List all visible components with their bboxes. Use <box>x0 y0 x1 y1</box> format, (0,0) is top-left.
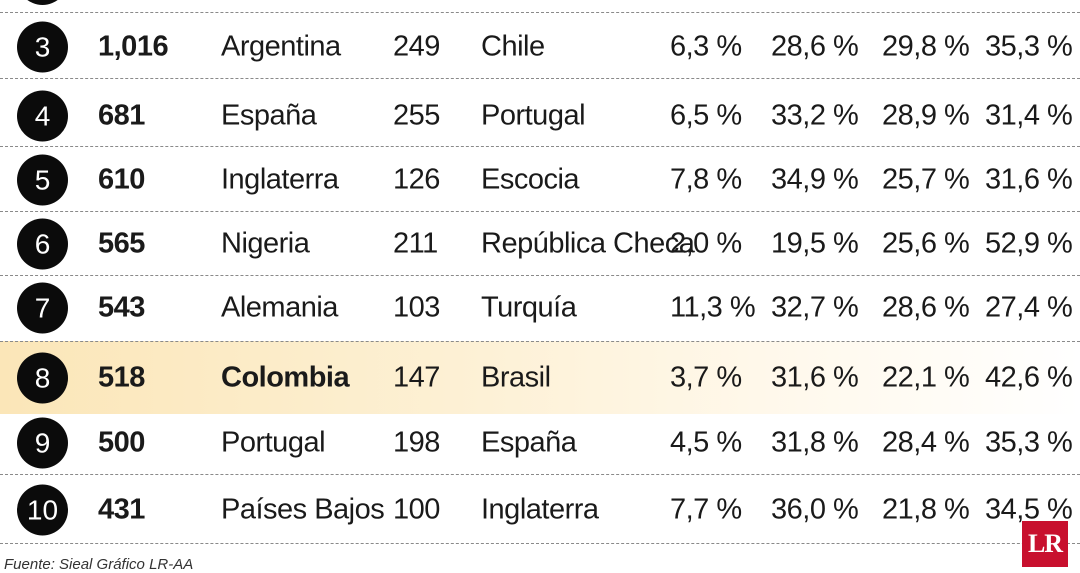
rank-badge: 4 <box>17 90 68 142</box>
percent-cell-1: 2,0 % <box>670 227 742 260</box>
opponent-cell: Turquía <box>481 291 577 324</box>
rank-badge: 9 <box>17 417 68 469</box>
percent-cell-1: 6,5 % <box>670 99 742 132</box>
percent-cell-4: 52,9 % <box>985 227 1073 260</box>
opponent-cell: Escocia <box>481 163 580 196</box>
row-divider <box>0 78 1080 79</box>
percent-cell-2: 19,5 % <box>771 227 859 260</box>
count-cell: 1,016 <box>98 30 169 63</box>
table-row: 9 500 Portugal 198 España 4,5 % 31,8 % 2… <box>0 414 1080 472</box>
table-row: 6 565 Nigeria 211 República Checa 2,0 % … <box>0 212 1080 276</box>
count-cell: 565 <box>98 227 145 260</box>
percent-cell-4: 35,3 % <box>985 426 1073 459</box>
percent-cell-4: 34,5 % <box>985 493 1073 526</box>
table-row: 5 610 Inglaterra 126 Escocia 7,8 % 34,9 … <box>0 148 1080 212</box>
percent-cell-2: 33,2 % <box>771 99 859 132</box>
opponent-cell: España <box>481 426 577 459</box>
count-cell: 543 <box>98 291 145 324</box>
country-cell: Colombia <box>221 361 350 394</box>
table-row: 7 543 Alemania 103 Turquía 11,3 % 32,7 %… <box>0 276 1080 340</box>
percent-cell-2: 34,9 % <box>771 163 859 196</box>
count-cell: 431 <box>98 493 145 526</box>
opponent-cell: República Checa <box>481 227 695 260</box>
country-cell: Portugal <box>221 426 326 459</box>
row-divider <box>0 146 1080 147</box>
country-cell: Países Bajos <box>221 493 385 526</box>
percent-cell-4: 31,6 % <box>985 163 1073 196</box>
percent-cell-2: 32,7 % <box>771 291 859 324</box>
count-cell: 610 <box>98 163 145 196</box>
percent-cell-4: 42,6 % <box>985 361 1073 394</box>
country-cell: Nigeria <box>221 227 310 260</box>
matches-cell: 126 <box>393 163 440 196</box>
percent-cell-4: 27,4 % <box>985 291 1073 324</box>
percent-cell-3: 28,9 % <box>882 99 970 132</box>
count-cell: 500 <box>98 426 145 459</box>
rank-badge: 7 <box>17 282 68 334</box>
percent-cell-1: 7,7 % <box>670 493 742 526</box>
matches-cell: 198 <box>393 426 440 459</box>
matches-cell: 249 <box>393 30 440 63</box>
percent-cell-1: 3,7 % <box>670 361 742 394</box>
row-divider <box>0 211 1080 212</box>
row-divider <box>0 275 1080 276</box>
percent-cell-3: 28,4 % <box>882 426 970 459</box>
country-cell: Inglaterra <box>221 163 339 196</box>
percent-cell-4: 35,3 % <box>985 30 1073 63</box>
opponent-cell: Brasil <box>481 361 551 394</box>
percent-cell-1: 11,3 % <box>670 291 756 324</box>
percent-cell-3: 29,8 % <box>882 30 970 63</box>
count-cell: 518 <box>98 361 145 394</box>
percent-cell-3: 28,6 % <box>882 291 970 324</box>
rank-badge: 8 <box>17 352 68 404</box>
row-divider <box>0 12 1080 13</box>
opponent-cell: Portugal <box>481 99 586 132</box>
percent-cell-1: 7,8 % <box>670 163 742 196</box>
percent-cell-3: 25,7 % <box>882 163 970 196</box>
matches-cell: 255 <box>393 99 440 132</box>
country-cell: España <box>221 99 317 132</box>
source-note: Fuente: Sieal Gráfico LR-AA <box>4 556 194 573</box>
percent-cell-2: 31,8 % <box>771 426 859 459</box>
opponent-cell: Chile <box>481 30 545 63</box>
percent-cell-4: 31,4 % <box>985 99 1073 132</box>
percent-cell-3: 25,6 % <box>882 227 970 260</box>
percent-cell-3: 22,1 % <box>882 361 970 394</box>
rank-badge: 3 <box>17 21 68 73</box>
row-divider <box>0 543 1080 544</box>
percent-cell-2: 31,6 % <box>771 361 859 394</box>
percent-cell-3: 21,8 % <box>882 493 970 526</box>
matches-cell: 100 <box>393 493 440 526</box>
opponent-cell: Inglaterra <box>481 493 599 526</box>
table-row: 3 1,016 Argentina 249 Chile 6,3 % 28,6 %… <box>0 15 1080 79</box>
table-row: 10 431 Países Bajos 100 Inglaterra 7,7 %… <box>0 478 1080 542</box>
table-row-highlighted: 8 518 Colombia 147 Brasil 3,7 % 31,6 % 2… <box>0 341 1080 414</box>
matches-cell: 147 <box>393 361 440 394</box>
country-cell: Alemania <box>221 291 338 324</box>
lr-logo: LR <box>1022 521 1068 567</box>
rank-badge: 6 <box>17 218 68 270</box>
table-row: 4 681 España 255 Portugal 6,5 % 33,2 % 2… <box>0 84 1080 148</box>
row-divider <box>0 474 1080 475</box>
rank-badge-partial <box>17 0 68 5</box>
rank-badge: 5 <box>17 154 68 206</box>
percent-cell-1: 4,5 % <box>670 426 742 459</box>
matches-cell: 211 <box>393 227 438 260</box>
count-cell: 681 <box>98 99 145 132</box>
matches-cell: 103 <box>393 291 440 324</box>
country-cell: Argentina <box>221 30 341 63</box>
percent-cell-2: 28,6 % <box>771 30 859 63</box>
rank-badge: 10 <box>17 484 68 536</box>
percent-cell-2: 36,0 % <box>771 493 859 526</box>
percent-cell-1: 6,3 % <box>670 30 742 63</box>
